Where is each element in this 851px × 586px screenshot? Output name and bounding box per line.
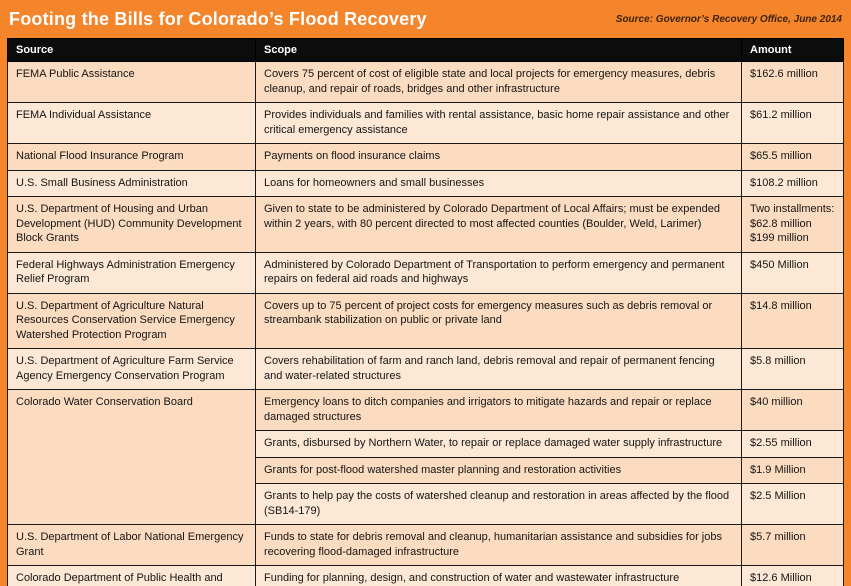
scope-cell: Grants for post-flood watershed master p… <box>255 456 742 485</box>
page-title: Footing the Bills for Colorado’s Flood R… <box>9 8 427 29</box>
amount-cell: $2.55 million <box>741 430 844 458</box>
column-header-scope: Scope <box>255 38 742 62</box>
header-row: Source Scope Amount <box>7 38 844 62</box>
scope-cell: Grants to help pay the costs of watershe… <box>255 483 742 526</box>
column-header-source: Source <box>7 38 256 62</box>
amount-cell: $162.6 million <box>741 60 844 104</box>
scope-cell: Provides individuals and families with r… <box>255 102 742 145</box>
table-row: U.S. Department of Agriculture Natural R… <box>7 292 844 350</box>
table-row: U.S. Small Business Administration Loans… <box>7 169 844 198</box>
source-cell: National Flood Insurance Program <box>7 143 256 171</box>
title-bar: Footing the Bills for Colorado’s Flood R… <box>7 0 844 38</box>
scope-cell: Grants, disbursed by Northern Water, to … <box>255 430 742 458</box>
source-cell: U.S. Department of Labor National Emerge… <box>7 524 256 567</box>
table-row: National Flood Insurance Program Payment… <box>7 143 844 171</box>
amount-cell: $12.6 Million <box>741 565 844 586</box>
amount-cell: $450 Million <box>741 251 844 294</box>
table-row: U.S. Department of Housing and Urban Dev… <box>7 196 844 253</box>
amount-cell: $65.5 million <box>741 143 844 171</box>
source-cell: U.S. Department of Housing and Urban Dev… <box>7 196 256 253</box>
table-row: U.S. Department of Labor National Emerge… <box>7 524 844 567</box>
scope-cell: Administered by Colorado Department of T… <box>255 251 742 294</box>
source-cell: Colorado Department of Public Health and… <box>7 565 256 586</box>
source-cell: FEMA Public Assistance <box>7 60 256 104</box>
source-cell: U.S. Small Business Administration <box>7 169 256 198</box>
scope-cell: Covers up to 75 percent of project costs… <box>255 292 742 350</box>
table-row: FEMA Individual Assistance Provides indi… <box>7 102 844 145</box>
amount-cell: $5.7 million <box>741 524 844 567</box>
amount-cell: $5.8 million <box>741 348 844 391</box>
table-body: FEMA Public Assistance Covers 75 percent… <box>7 60 844 586</box>
scope-cell: Funds to state for debris removal and cl… <box>255 524 742 567</box>
amount-cell: $1.9 Million <box>741 456 844 485</box>
flood-recovery-table: Source Scope Amount FEMA Public Assistan… <box>7 38 844 586</box>
table-header: Source Scope Amount <box>7 38 844 62</box>
amount-cell: $2.5 Million <box>741 483 844 526</box>
table-row: Grants to help pay the costs of watershe… <box>8 483 844 526</box>
amount-cell: Two installments: $62.8 million $199 mil… <box>741 196 844 253</box>
amount-cell: $108.2 million <box>741 169 844 198</box>
amount-cell: $40 million <box>741 389 844 432</box>
source-cell: Federal Highways Administration Emergenc… <box>7 251 256 294</box>
column-header-amount: Amount <box>741 38 844 62</box>
scope-cell: Emergency loans to ditch companies and i… <box>255 389 742 432</box>
source-cell: U.S. Department of Agriculture Natural R… <box>7 292 256 350</box>
scope-cell: Payments on flood insurance claims <box>255 143 742 171</box>
scope-cell: Covers 75 percent of cost of eligible st… <box>255 60 742 104</box>
source-cell: Colorado Water Conservation Board <box>7 389 256 526</box>
source-cell: U.S. Department of Agriculture Farm Serv… <box>7 348 256 391</box>
source-credit: Source: Governor’s Recovery Office, June… <box>615 13 842 25</box>
scope-cell: Covers rehabilitation of farm and ranch … <box>255 348 742 391</box>
scope-cell: Given to state to be administered by Col… <box>255 196 742 253</box>
amount-cell: $61.2 million <box>741 102 844 145</box>
table-row: Federal Highways Administration Emergenc… <box>7 251 844 294</box>
scope-cell: Funding for planning, design, and constr… <box>255 565 742 586</box>
amount-cell: $14.8 million <box>741 292 844 350</box>
scope-cell: Loans for homeowners and small businesse… <box>255 169 742 198</box>
source-cell: FEMA Individual Assistance <box>7 102 256 145</box>
table-row: U.S. Department of Agriculture Farm Serv… <box>7 348 844 391</box>
table-row: Grants for post-flood watershed master p… <box>8 456 844 485</box>
table-row: Grants, disbursed by Northern Water, to … <box>8 430 844 458</box>
table-row: FEMA Public Assistance Covers 75 percent… <box>7 60 844 104</box>
table-row: Colorado Water Conservation Board Emerge… <box>7 389 844 526</box>
table-row: Colorado Department of Public Health and… <box>7 565 844 586</box>
